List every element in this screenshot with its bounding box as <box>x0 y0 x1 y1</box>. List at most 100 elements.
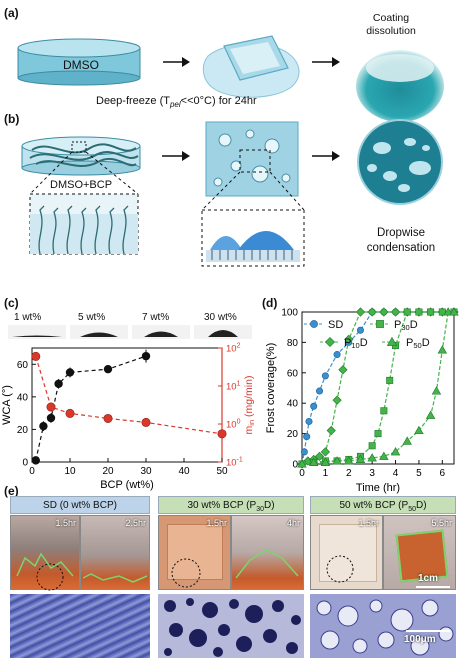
frozen-dmso-block <box>202 35 300 98</box>
micrograph-p30d <box>158 594 304 658</box>
dropwise-condensation-photo <box>357 119 443 205</box>
header-p50d-tail: D) <box>415 500 427 511</box>
photo-sd-2: 2.5hr <box>80 515 150 590</box>
mi-point <box>65 408 75 418</box>
point-p30d <box>403 308 411 316</box>
header-p50d-text: 50 wt% BCP (P <box>339 500 409 511</box>
point-p10d <box>355 307 366 317</box>
point-p10d <box>314 451 325 462</box>
point-p50d <box>308 457 319 466</box>
mi-point <box>46 402 56 412</box>
x-tick-label: 2 <box>346 468 352 479</box>
point-sd <box>300 448 308 456</box>
coated-block-with-droplets <box>205 121 299 197</box>
point-p10d <box>367 307 377 317</box>
point-p50d <box>443 307 453 316</box>
point-p50d <box>414 425 424 435</box>
timestamp: 2.5hr <box>125 518 146 528</box>
point-p50d <box>379 451 389 460</box>
point-p50d <box>344 456 354 465</box>
y-right-tick-label: 100 <box>226 419 241 431</box>
deep-freeze-caption: Deep-freeze (Tpel<<0°C) for 24hr <box>96 95 257 109</box>
legend-label-sd: SD <box>328 319 343 331</box>
scale-bar-line <box>416 586 450 588</box>
header-p50d-sub: 50 <box>408 506 416 513</box>
point-p50d <box>297 459 307 468</box>
x-tick-label: 3 <box>369 468 375 479</box>
point-sd <box>321 372 329 380</box>
mi-line <box>35 356 223 435</box>
dmso-bcp-label: DMSO+BCP <box>50 179 112 191</box>
series-line-sd <box>301 311 454 465</box>
polymer-brushes <box>38 205 129 255</box>
point-p50d <box>425 410 436 419</box>
droplet-label: 5 wt% <box>78 312 106 323</box>
timestamp: 1.5hr <box>206 518 227 528</box>
x-tick-label: 5 <box>416 468 422 479</box>
wca-point <box>46 413 56 423</box>
point-p50d <box>332 456 342 465</box>
zoom-indicators <box>36 555 354 591</box>
point-p50d <box>355 454 366 463</box>
chart-c-wca-mi: 0 10 20 30 40 50 0 20 40 60 10-1 100 101 102 BCP (wt%)… <box>1 343 256 492</box>
arrow-right-icon <box>163 57 190 67</box>
point-sd <box>303 433 311 441</box>
dmso-dish-label: DMSO <box>63 58 99 72</box>
wca-point <box>54 379 63 389</box>
mi-point <box>217 429 227 439</box>
dissolution-label: dissolution <box>366 25 416 37</box>
wca-point <box>39 421 48 431</box>
point-p30d <box>427 308 435 316</box>
x-tick-label: 0 <box>299 468 305 479</box>
droplet-label: 7 wt% <box>142 312 170 323</box>
point-p10d <box>338 365 348 375</box>
header-p30d-tail: D) <box>263 500 275 511</box>
arrow-right-icon <box>162 151 190 161</box>
y-left-axis-label: WCA (°) <box>1 385 13 425</box>
x-tick-label: 1 <box>323 468 329 479</box>
timestamp: 5.5hr <box>431 518 452 528</box>
header-p50d: 50 wt% BCP (P50D) <box>310 496 456 514</box>
point-sd <box>356 326 364 334</box>
x-tick-label: 20 <box>102 466 114 477</box>
point-p10d <box>326 425 336 436</box>
micrograph-p50d <box>310 594 456 658</box>
x-tick-label: 6 <box>440 468 446 479</box>
point-p10d <box>379 307 389 317</box>
timestamp: 1.5hr <box>55 518 76 528</box>
panel-e-label: (e) <box>4 484 19 498</box>
scale-bar-100um: 100μm <box>404 634 436 645</box>
droplet-cross-section <box>206 231 300 262</box>
caption-sub: pel <box>169 100 181 110</box>
mi-point <box>103 413 113 423</box>
arrow-right-icon <box>312 151 340 161</box>
timestamp: 4hr <box>286 518 300 528</box>
point-p50d <box>320 457 331 466</box>
photo-sd-1: 1.5hr <box>10 515 80 590</box>
y-left-tick-label: 20 <box>17 425 29 436</box>
coating-dissolution-photo <box>356 50 444 122</box>
point-p10d <box>344 334 354 344</box>
point-p50d <box>402 436 412 445</box>
x-tick-label: 4 <box>393 468 399 479</box>
mi-point <box>141 417 151 427</box>
point-p50d <box>431 386 442 395</box>
header-p30d-sub: 30 <box>256 506 264 513</box>
photo-p30d-2: 4hr <box>231 515 304 590</box>
droplet-label: 1 wt% <box>14 312 42 323</box>
x-axis-label: BCP (wt%) <box>100 479 154 491</box>
panel-a-label: (a) <box>4 6 19 20</box>
point-p10d <box>390 307 401 317</box>
droplet-label: 30 wt% <box>204 312 237 323</box>
y-right-tick-label: 101 <box>226 381 241 393</box>
mi-point <box>31 351 41 361</box>
point-p50d <box>449 307 459 316</box>
header-p30d: 30 wt% BCP (P30D) <box>158 496 304 514</box>
y-right-axis-label: min (mg/min) <box>243 376 256 435</box>
condensation-label: condensation <box>366 242 436 254</box>
header-sd-text: SD (0 wt% BCP) <box>43 500 117 511</box>
y-right-tick-label: 10-1 <box>226 457 243 469</box>
dropwise-condensation-label: Dropwise condensation <box>356 226 446 256</box>
legend-label-p30d: P30D <box>394 319 418 332</box>
wca-point <box>103 364 113 374</box>
